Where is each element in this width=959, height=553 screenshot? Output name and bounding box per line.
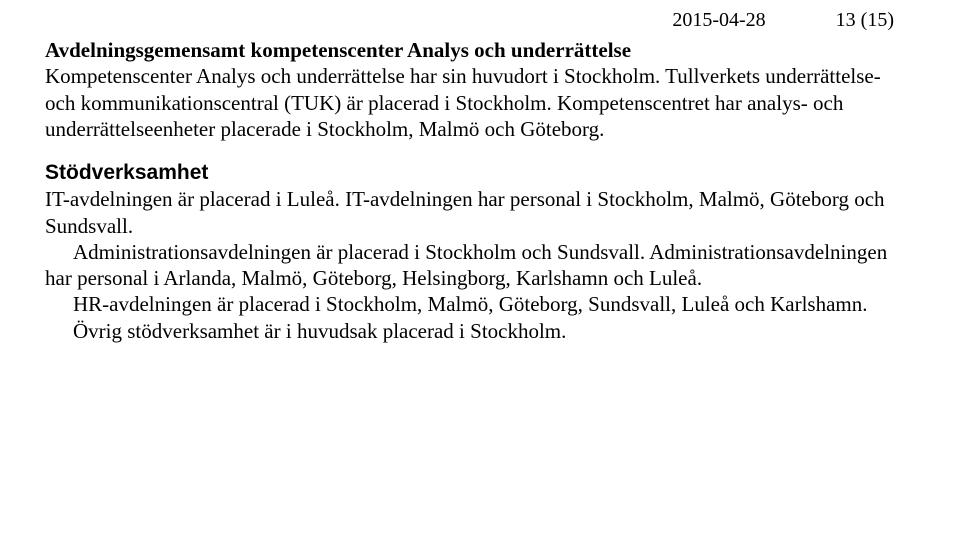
page-header: 2015-04-28 13 (15) — [45, 8, 914, 33]
section-title-2: Stödverksamhet — [45, 160, 914, 186]
header-date: 2015-04-28 — [672, 8, 765, 33]
section2-paragraph-3: HR-avdelningen är placerad i Stockholm, … — [45, 291, 914, 317]
section1-paragraph: Kompetenscenter Analys och underrättelse… — [45, 63, 914, 142]
section2-paragraph-1: IT-avdelningen är placerad i Luleå. IT-a… — [45, 186, 914, 239]
section2-paragraph-2: Administrationsavdelningen är placerad i… — [45, 239, 914, 292]
section2-paragraph-4: Övrig stödverksamhet är i huvudsak place… — [45, 318, 914, 344]
section-title-1: Avdelningsgemensamt kompetenscenter Anal… — [45, 37, 914, 63]
header-pagination: 13 (15) — [836, 8, 894, 33]
document-page: 2015-04-28 13 (15) Avdelningsgemensamt k… — [0, 0, 959, 344]
